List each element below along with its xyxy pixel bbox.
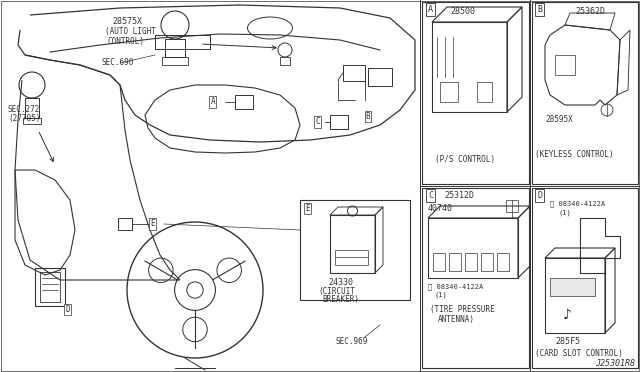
Text: Ⓢ 08340-4122A: Ⓢ 08340-4122A: [550, 200, 605, 206]
Text: (1): (1): [558, 210, 571, 217]
Bar: [422, 188, 529, 368]
Bar: [550, 278, 595, 296]
Bar: [155, 35, 210, 49]
Text: B: B: [365, 112, 371, 121]
Bar: [449, 253, 461, 271]
Bar: [368, 68, 392, 86]
Bar: [300, 200, 410, 300]
Text: (KEYLESS CONTROL): (KEYLESS CONTROL): [535, 150, 614, 159]
Bar: [118, 218, 132, 230]
Text: A: A: [211, 97, 215, 106]
Text: D: D: [537, 191, 542, 200]
Text: 28595X: 28595X: [545, 115, 573, 124]
Text: SEC.969: SEC.969: [335, 337, 367, 346]
Text: B: B: [537, 5, 542, 14]
Text: E: E: [150, 219, 155, 228]
Text: 40740: 40740: [428, 204, 453, 213]
Text: 24330: 24330: [328, 278, 353, 287]
Text: (TIRE PRESSURE: (TIRE PRESSURE: [430, 305, 495, 314]
Text: 285F5: 285F5: [555, 337, 580, 346]
Bar: [465, 253, 477, 271]
Bar: [40, 272, 60, 302]
Text: D: D: [65, 305, 70, 314]
Text: (1): (1): [435, 292, 448, 298]
Text: 25312D: 25312D: [444, 191, 474, 200]
Bar: [440, 82, 458, 102]
Bar: [432, 22, 507, 112]
Text: BREAKER): BREAKER): [322, 295, 359, 304]
Bar: [477, 82, 492, 102]
Text: C: C: [316, 118, 320, 126]
Text: (CARD SLOT CONTROL): (CARD SLOT CONTROL): [535, 349, 623, 358]
Bar: [532, 188, 638, 368]
Bar: [330, 215, 375, 273]
Bar: [343, 65, 365, 81]
Bar: [35, 268, 65, 306]
Bar: [25, 98, 39, 118]
Bar: [335, 250, 368, 265]
Text: SEC.690: SEC.690: [102, 58, 134, 67]
Text: SEC.272: SEC.272: [8, 105, 40, 114]
Bar: [428, 218, 518, 278]
Text: ♪: ♪: [563, 308, 572, 322]
Text: A: A: [428, 5, 433, 14]
Text: 28500: 28500: [450, 7, 475, 16]
Text: ANTENNA): ANTENNA): [438, 315, 475, 324]
Bar: [23, 118, 41, 124]
Text: 28575X: 28575X: [112, 17, 142, 26]
Bar: [280, 57, 290, 65]
Bar: [481, 253, 493, 271]
Text: (AUTO LIGHT: (AUTO LIGHT: [105, 27, 156, 36]
Text: Ⓢ 08340-4122A: Ⓢ 08340-4122A: [428, 283, 483, 290]
Text: E: E: [305, 204, 310, 213]
Text: C: C: [428, 191, 433, 200]
Bar: [545, 258, 605, 333]
Bar: [555, 55, 575, 75]
Bar: [422, 2, 529, 184]
Text: 25362D: 25362D: [575, 7, 605, 16]
Bar: [162, 57, 188, 65]
Text: J25301R8: J25301R8: [595, 359, 635, 368]
Text: (P/S CONTROL): (P/S CONTROL): [435, 155, 495, 164]
Text: (27705): (27705): [8, 114, 40, 123]
Bar: [165, 39, 185, 57]
Text: CONTROL): CONTROL): [108, 37, 145, 46]
Bar: [433, 253, 445, 271]
Bar: [506, 200, 518, 212]
Bar: [497, 253, 509, 271]
Bar: [235, 95, 253, 109]
Bar: [330, 115, 348, 129]
Bar: [532, 2, 638, 184]
Text: (CIRCUIT: (CIRCUIT: [318, 287, 355, 296]
